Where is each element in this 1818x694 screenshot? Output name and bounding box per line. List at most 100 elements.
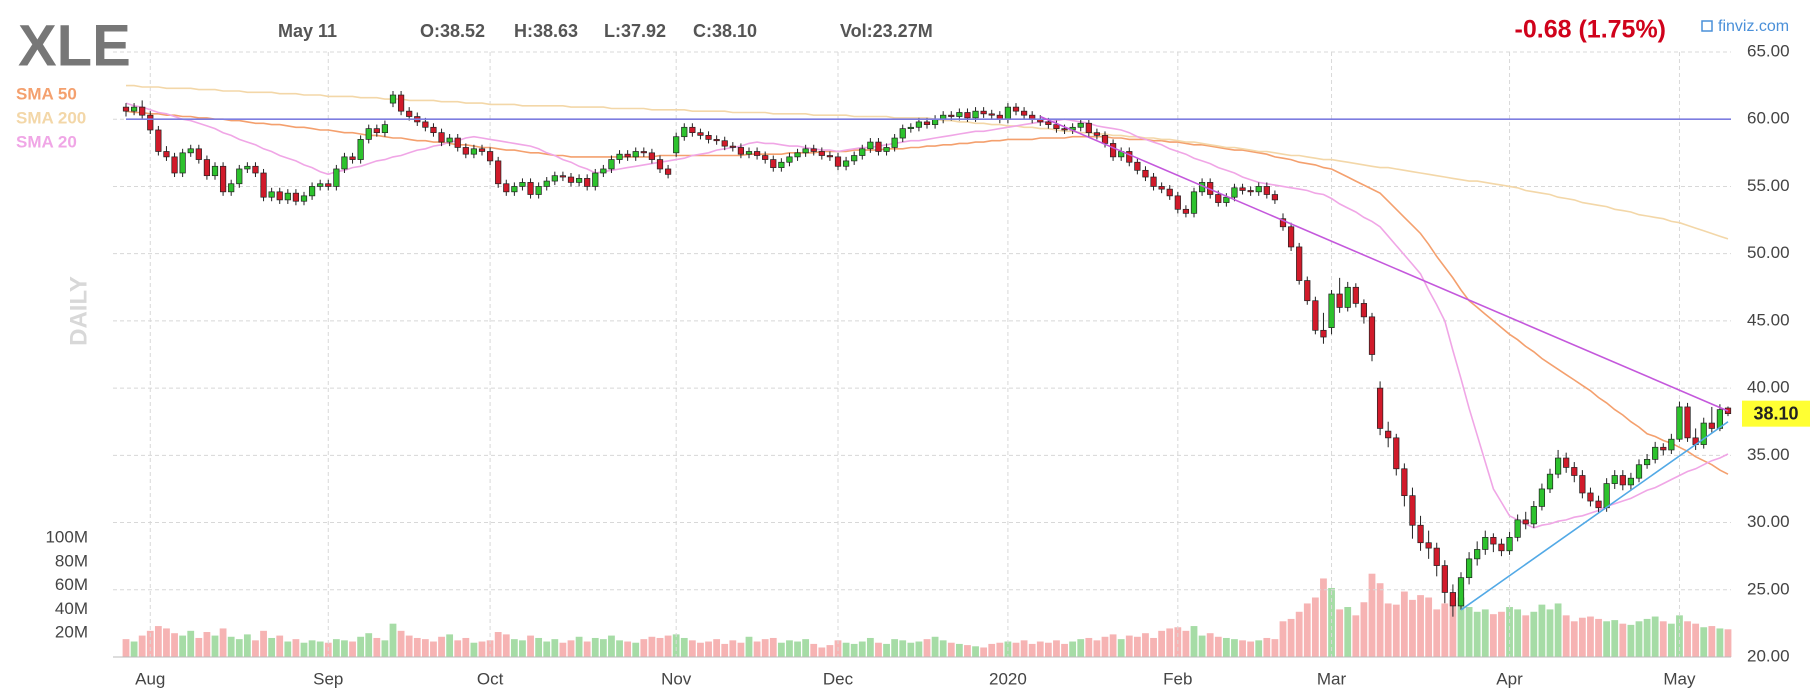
volume-bar [138,635,146,657]
candle-body [1579,475,1586,494]
candle-body [1522,519,1529,525]
candle-body [397,94,405,112]
candle-body [341,156,348,170]
volume-bar [1336,609,1344,657]
candle-body [1255,186,1262,193]
volume-bar [1069,641,1077,657]
volume-bar [972,646,979,657]
candle-body [1449,592,1457,607]
volume-bar [1627,624,1635,657]
candle-body [1716,409,1724,429]
candle-body [139,106,146,116]
volume-bar [219,628,227,657]
candle-body [851,155,858,162]
candle-body [786,156,793,163]
candle-body [171,156,178,174]
candle-body [317,183,324,187]
volume-bar [721,643,729,657]
volume-bar [1044,642,1052,657]
volume-bar [1295,611,1303,657]
volume-bar [1020,640,1028,657]
candle-body [802,148,809,154]
candle-body [1142,169,1149,178]
volume-bar [1028,643,1036,657]
volume-bar [753,641,761,657]
volume-bar [349,641,356,657]
trend-line [1039,115,1729,412]
candle-body [1376,387,1384,429]
candle-body [1085,122,1092,134]
legend-label: SMA 20 [16,132,77,151]
header-close: C:38.10 [693,21,757,41]
volume-bar [923,639,931,657]
candle-body [1231,187,1238,198]
candle-body [543,180,550,187]
candle-body [1490,536,1497,545]
candle-body [373,128,380,134]
candle-body [1053,124,1060,129]
volume-tick-label: 100M [45,527,88,546]
volume-bar [632,642,640,657]
volume-bar [1724,629,1732,657]
y-tick-label: 25.00 [1747,579,1790,598]
candle-body [753,151,761,156]
x-tick-label: Oct [477,669,504,688]
volume-bar [1409,599,1416,657]
candle-body [948,114,955,117]
candle-body [931,118,939,125]
volume-bar [1538,604,1546,657]
candle-body [867,141,874,150]
volume-bar [1231,639,1238,657]
candle-body [462,147,469,155]
volume-bar [1190,626,1198,657]
y-tick-label: 45.00 [1747,310,1790,329]
source-link[interactable]: finviz.com [1718,18,1789,35]
volume-bar [373,637,381,657]
candle-body [673,136,680,154]
sma-line [125,102,1729,529]
volume-bar [947,642,955,657]
volume-bar [1352,615,1360,657]
volume-bar [551,639,559,657]
x-tick-label: Apr [1496,669,1523,688]
volume-bar [1214,636,1222,657]
candle-body [1126,151,1133,163]
legend-label: SMA 50 [16,84,77,103]
volume-bar [1603,621,1611,657]
volume-bar [664,635,672,657]
header-date: May 11 [278,21,337,41]
candle-body [365,128,372,140]
candle-body [478,148,486,152]
volume-bar [1320,578,1327,657]
volume-bar [737,642,745,657]
candle-body [236,168,243,185]
candle-body [729,145,736,148]
candle-body [389,94,397,104]
volume-bar [810,643,818,657]
candle-body [1587,492,1594,502]
candle-body [891,137,898,148]
volume-bar [1562,615,1570,657]
volume-tick-label: 20M [55,623,88,642]
candle-body [1385,430,1392,439]
volume-bar [1506,607,1513,657]
volume-tick-label: 40M [55,599,88,618]
candle-body [495,160,502,185]
volume-bar [616,640,623,657]
header-change: -0.68 (1.75%) [1515,16,1666,44]
volume-bar [171,633,178,657]
volume-bar [794,641,801,657]
candle-body [308,186,316,197]
candle-body [147,114,154,131]
volume-bar [300,642,308,657]
candle-body [260,172,267,198]
volume-bar [1085,637,1093,657]
volume-bar [1481,609,1489,657]
candle-body [1271,194,1279,201]
volume-bar [535,637,543,657]
volume-bar [187,630,195,657]
x-tick-label: Sep [313,669,343,688]
x-tick-label: 2020 [989,669,1027,688]
candle-body [648,152,656,160]
candle-body [252,165,259,174]
